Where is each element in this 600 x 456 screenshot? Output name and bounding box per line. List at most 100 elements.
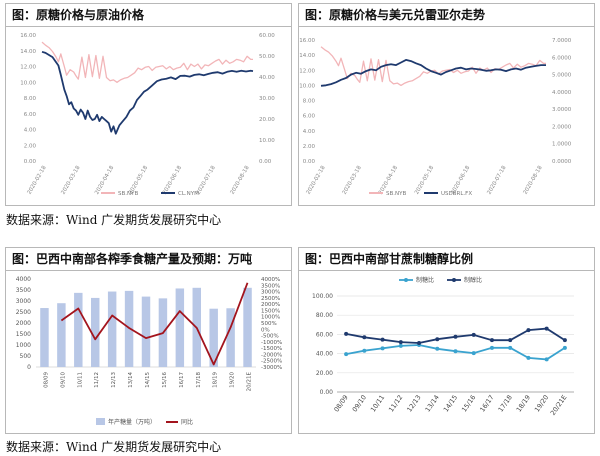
y-left-tick-label: 6.00	[303, 114, 316, 120]
legend-label: 制醇比	[464, 276, 482, 284]
x-tick-label: 08/09	[332, 394, 349, 414]
data-point	[526, 355, 531, 360]
y-right-tick-label: -500%	[261, 334, 279, 340]
data-point	[508, 338, 513, 343]
y-right-tick-label: 40.00	[259, 75, 275, 81]
bar	[107, 291, 117, 367]
y-left-tick-label: 12.00	[20, 65, 36, 71]
sugar-oil-line-chart: 0.00 2.00 4.00 6.00 8.00 10.00 12.00 14.00 16.00…	[20, 33, 275, 197]
y-right-tick-label: 6.0000	[552, 55, 572, 61]
y-right-tick-label: 4000%	[261, 277, 280, 283]
data-point	[435, 337, 440, 342]
y-right-tick-label: 20.00	[259, 117, 275, 123]
data-point	[362, 335, 367, 340]
bar	[91, 297, 100, 367]
x-tick-label: 20/21E	[549, 394, 569, 417]
y-right-tick-label: 10.00	[259, 138, 275, 144]
x-tick-label: 12/13	[111, 372, 117, 388]
y-right-tick-label: 1000%	[261, 315, 280, 321]
y-right-tick-label: -1000%	[261, 340, 282, 346]
y-left-tick-label: 16.00	[299, 38, 315, 44]
data-point	[544, 357, 549, 362]
y-right-tick-label: 1.0000	[552, 142, 572, 148]
y-right-tick-label: 5.0000	[552, 73, 572, 79]
y-right-tick-label: 2.0000	[552, 124, 572, 130]
sugar-ethanol-ratio-line-chart: 0.00 20.00 40.00 60.00 80.00 100.00 08/09 09/10…	[312, 276, 574, 417]
x-tick-label: 2020-03-18	[60, 165, 81, 196]
bar	[141, 296, 151, 367]
data-point	[508, 345, 513, 350]
data-point	[489, 338, 494, 343]
legend-swatch	[96, 418, 105, 425]
y-right-tick-label: 0.00	[259, 159, 272, 165]
chart-title: 图：巴西中南部甘蔗制糖醇比例	[299, 248, 594, 271]
series-line-1	[41, 50, 254, 135]
legend-label: 制糖比	[416, 276, 434, 284]
bar	[74, 292, 83, 367]
yoy-line	[60, 282, 249, 366]
y-left-tick-label: 1500	[16, 331, 31, 338]
x-tick-label: 15/16	[460, 394, 477, 414]
y-left-tick-label: 14.00	[20, 49, 36, 55]
y-right-tick-label: 1500%	[261, 308, 280, 314]
y-right-tick-label: -1500%	[261, 346, 282, 352]
chart-panel-sugar-oil: 图：原糖价格与原油价格 0.00 2.00 4.00 6.00 8.00 10.00 12.…	[5, 3, 292, 206]
chart-title: 图：原糖价格与原油价格	[6, 4, 291, 27]
bar	[40, 308, 49, 367]
data-point	[398, 343, 403, 348]
data-point	[344, 331, 349, 336]
x-tick-label: 11/12	[94, 372, 100, 388]
y-right-tick-label: -2000%	[261, 352, 282, 358]
chart-panel-sugar-ethanol-ratio: 图：巴西中南部甘蔗制糖醇比例 0.00 20.00 40.00 60.00 80.00 1…	[298, 247, 595, 434]
data-point	[562, 345, 567, 350]
x-tick-label: 12/13	[405, 394, 422, 414]
y-right-tick-label: -3000%	[261, 365, 282, 371]
x-tick-label: 2020-07-18	[486, 165, 507, 196]
data-point	[453, 334, 458, 339]
x-tick-label: 14/15	[145, 372, 151, 388]
legend-label: SB.NYB	[118, 191, 138, 197]
y-left-tick-label: 3000	[16, 298, 31, 305]
y-left-tick-label: 2000	[16, 320, 31, 327]
x-tick-label: 2020-08-18	[523, 165, 544, 196]
sugar-brl-line-chart: 0.00 2.00 4.00 6.00 8.00 10.00 12.00 14.00 16.00…	[299, 38, 572, 197]
x-tick-label: 17/18	[497, 394, 514, 414]
chart-title: 图：巴西中南部各榨季食糖产量及预期：万吨	[6, 248, 291, 271]
y-left-tick-label: 12.00	[299, 68, 315, 74]
y-left-tick-label: 1000	[16, 342, 31, 349]
x-tick-label: 14/15	[442, 394, 459, 414]
bar	[175, 288, 185, 367]
x-tick-label: 13/14	[424, 394, 441, 414]
y-tick-label: 40.00	[316, 351, 333, 358]
legend-label: 同比	[181, 418, 193, 426]
y-right-tick-label: 2000%	[261, 302, 280, 308]
data-point	[562, 338, 567, 343]
x-tick-label: 18/19	[213, 372, 219, 388]
y-right-tick-label: 500%	[261, 321, 277, 327]
y-right-tick-label: 7.0000	[552, 38, 572, 44]
y-right-tick-label: 3500%	[261, 283, 280, 289]
y-tick-label: 0.00	[320, 389, 334, 396]
x-tick-label: 11/12	[387, 394, 404, 414]
y-left-tick-label: 8.00	[24, 96, 37, 102]
chart-panel-sugar-brl: 图：原糖价格与美元兑雷亚尔走势 0.00 2.00 4.00 6.00 8.00 10.0…	[298, 3, 595, 206]
y-tick-label: 60.00	[316, 331, 333, 338]
x-tick-label: 15/16	[162, 372, 168, 388]
y-right-tick-label: 0.0000	[552, 159, 572, 165]
y-right-tick-label: -2500%	[261, 359, 282, 365]
y-left-tick-label: 8.00	[303, 99, 316, 105]
y-right-tick-label: 2500%	[261, 296, 280, 302]
x-tick-label: 2020-03-18	[342, 165, 363, 196]
data-point	[344, 352, 349, 357]
chart-title: 图：原糖价格与美元兑雷亚尔走势	[299, 4, 594, 27]
x-tick-label: 13/14	[128, 372, 134, 388]
series-line-0	[41, 41, 253, 83]
sugar-production-bar-chart: 05001000150020002500300035004000-3000%-2…	[16, 276, 283, 426]
x-tick-label: 10/11	[77, 372, 83, 388]
data-point	[471, 351, 476, 356]
y-right-tick-label: 50.00	[259, 54, 275, 60]
y-tick-label: 20.00	[316, 370, 333, 377]
x-tick-label: 10/11	[369, 394, 386, 414]
y-right-tick-label: 60.00	[259, 33, 275, 39]
x-tick-label: 2020-08-18	[230, 165, 251, 196]
